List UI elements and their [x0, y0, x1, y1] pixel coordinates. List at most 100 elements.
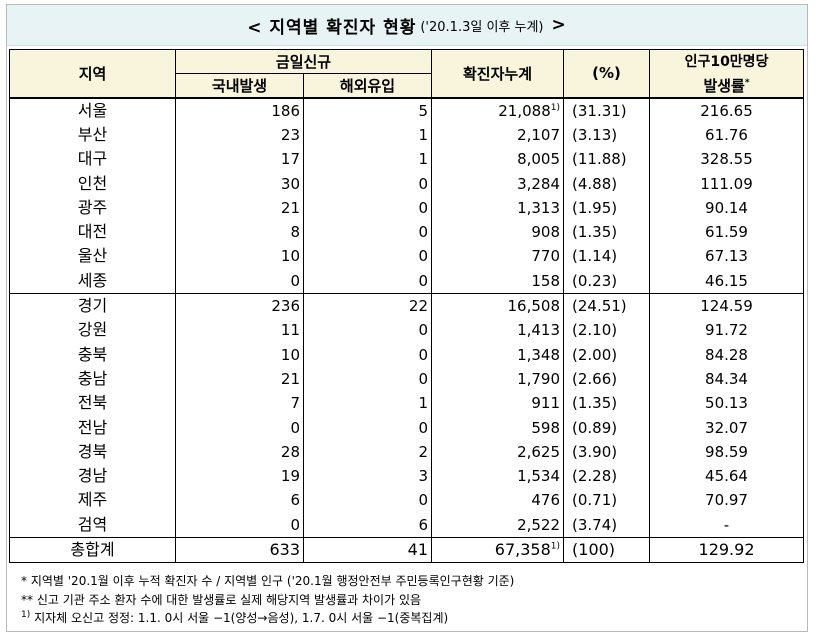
- cumulative-value: 8,005: [517, 150, 561, 169]
- table-row: 강원 11 0 1,413 (2.10) 91.72: [9, 318, 805, 343]
- imported-cell: 0: [302, 244, 433, 269]
- domestic-cell: 6: [175, 488, 304, 513]
- percent-cell: (100): [563, 536, 651, 564]
- percent-cell: (1.35): [563, 391, 651, 416]
- rate-cell: 111.09: [649, 171, 805, 196]
- header-cumulative: 확진자누계: [431, 49, 565, 98]
- footnote-2: ** 신고 기관 주소 환자 수에 대한 발생률로 실제 해당지역 발생률과 차…: [21, 591, 514, 610]
- domestic-cell: 11: [175, 318, 304, 343]
- imported-cell: 5: [302, 96, 433, 123]
- rate-cell: 61.59: [649, 219, 805, 245]
- imported-cell: 0: [302, 268, 433, 294]
- region-cell: 충북: [9, 342, 176, 367]
- percent-cell: (3.74): [563, 512, 651, 538]
- cumulative-value: 1,790: [517, 369, 561, 388]
- rate-cell: 67.13: [649, 244, 805, 269]
- imported-cell: 41: [302, 536, 433, 564]
- footnote-3: 1) 지자체 오신고 정정: 1.1. 0시 서울 −1(양성→음성), 1.7…: [21, 609, 514, 628]
- percent-cell: (0.89): [563, 415, 651, 440]
- rate-cell: 98.59: [649, 439, 805, 464]
- domestic-cell: 0: [175, 512, 304, 538]
- cumulative-value: 158: [531, 271, 561, 290]
- title-close: >: [551, 15, 567, 35]
- region-cell: 인천: [9, 171, 176, 196]
- cumulative-value: 3,284: [517, 174, 561, 193]
- table-row: 대전 8 0 908 (1.35) 61.59: [9, 219, 805, 245]
- rate-cell: 50.13: [649, 391, 805, 416]
- imported-cell: 0: [302, 342, 433, 367]
- region-cell: 경기: [9, 292, 176, 319]
- rate-cell: 46.15: [649, 268, 805, 294]
- cumulative-cell: 67,3581): [431, 536, 565, 564]
- imported-cell: 3: [302, 463, 433, 489]
- cumulative-cell: 770: [431, 244, 565, 269]
- table-row: 충북 10 0 1,348 (2.00) 84.28: [9, 342, 805, 367]
- cumulative-cell: 1,413: [431, 318, 565, 343]
- rate-cell: 32.07: [649, 415, 805, 440]
- rate-cell: -: [649, 512, 805, 538]
- region-cell: 제주: [9, 488, 176, 513]
- region-cell: 광주: [9, 195, 176, 220]
- cumulative-cell: 476: [431, 488, 565, 513]
- table-row: 충남 21 0 1,790 (2.66) 84.34: [9, 366, 805, 392]
- table-row: 울산 10 0 770 (1.14) 67.13: [9, 244, 805, 269]
- cumulative-cell: 158: [431, 268, 565, 294]
- report-frame: < 지역별 확진자 현황 ('20.1.3일 이후 누계) > 지역 금일신규 확진…: [6, 4, 808, 632]
- imported-cell: 0: [302, 488, 433, 513]
- rate-cell: 91.72: [649, 318, 805, 343]
- regional-cases-table: 지역 금일신규 확진자누계 (%) 인구10만명당 발생률* 국내발생 해외유입…: [9, 49, 805, 564]
- imported-cell: 0: [302, 415, 433, 440]
- domestic-cell: 633: [175, 536, 304, 564]
- imported-cell: 1: [302, 122, 433, 148]
- domestic-cell: 0: [175, 415, 304, 440]
- table-row: 세종 0 0 158 (0.23) 46.15: [9, 268, 805, 294]
- percent-cell: (2.28): [563, 463, 651, 489]
- region-cell: 대구: [9, 147, 176, 172]
- domestic-cell: 236: [175, 292, 304, 319]
- cumulative-cell: 8,005: [431, 147, 565, 172]
- footnote-mark: *: [21, 574, 27, 588]
- header-new-cases: 금일신규: [174, 49, 433, 74]
- cumulative-cell: 2,625: [431, 439, 565, 464]
- cumulative-value: 911: [531, 394, 561, 413]
- region-cell: 대전: [9, 219, 176, 245]
- domestic-cell: 186: [175, 96, 304, 123]
- region-cell: 부산: [9, 122, 176, 148]
- header-rate: 인구10만명당 발생률*: [649, 49, 805, 98]
- cumulative-value: 2,625: [517, 442, 561, 461]
- table-row: 검역 0 6 2,522 (3.74) -: [9, 512, 805, 538]
- domestic-cell: 10: [175, 244, 304, 269]
- imported-cell: 22: [302, 292, 433, 319]
- cumulative-value: 2,522: [517, 515, 561, 534]
- header-percent: (%): [563, 49, 651, 98]
- region-cell: 검역: [9, 512, 176, 538]
- rate-cell: 328.55: [649, 147, 805, 172]
- cumulative-cell: 3,284: [431, 171, 565, 196]
- cumulative-cell: 1,313: [431, 195, 565, 220]
- cumulative-value: 16,508: [507, 297, 561, 316]
- cumulative-value: 598: [531, 418, 561, 437]
- imported-cell: 0: [302, 219, 433, 245]
- total-row: 총합계 633 41 67,3581) (100) 129.92: [9, 536, 805, 564]
- table-row: 부산 23 1 2,107 (3.13) 61.76: [9, 122, 805, 148]
- percent-cell: (3.90): [563, 439, 651, 464]
- header-rate-mark: *: [744, 77, 750, 88]
- region-cell: 충남: [9, 366, 176, 392]
- percent-cell: (0.23): [563, 268, 651, 294]
- region-cell: 세종: [9, 268, 176, 294]
- percent-cell: (3.13): [563, 122, 651, 148]
- imported-cell: 0: [302, 171, 433, 196]
- domestic-cell: 19: [175, 463, 304, 489]
- rate-cell: 216.65: [649, 96, 805, 123]
- domestic-cell: 0: [175, 268, 304, 294]
- cumulative-value: 476: [531, 491, 561, 510]
- domestic-cell: 23: [175, 122, 304, 148]
- percent-cell: (31.31): [563, 96, 651, 123]
- domestic-cell: 21: [175, 366, 304, 392]
- cumulative-cell: 21,0881): [431, 96, 565, 123]
- cumulative-mark: 1): [550, 102, 561, 113]
- percent-cell: (2.00): [563, 342, 651, 367]
- region-cell: 총합계: [9, 536, 176, 564]
- rate-cell: 84.34: [649, 366, 805, 392]
- imported-cell: 0: [302, 318, 433, 343]
